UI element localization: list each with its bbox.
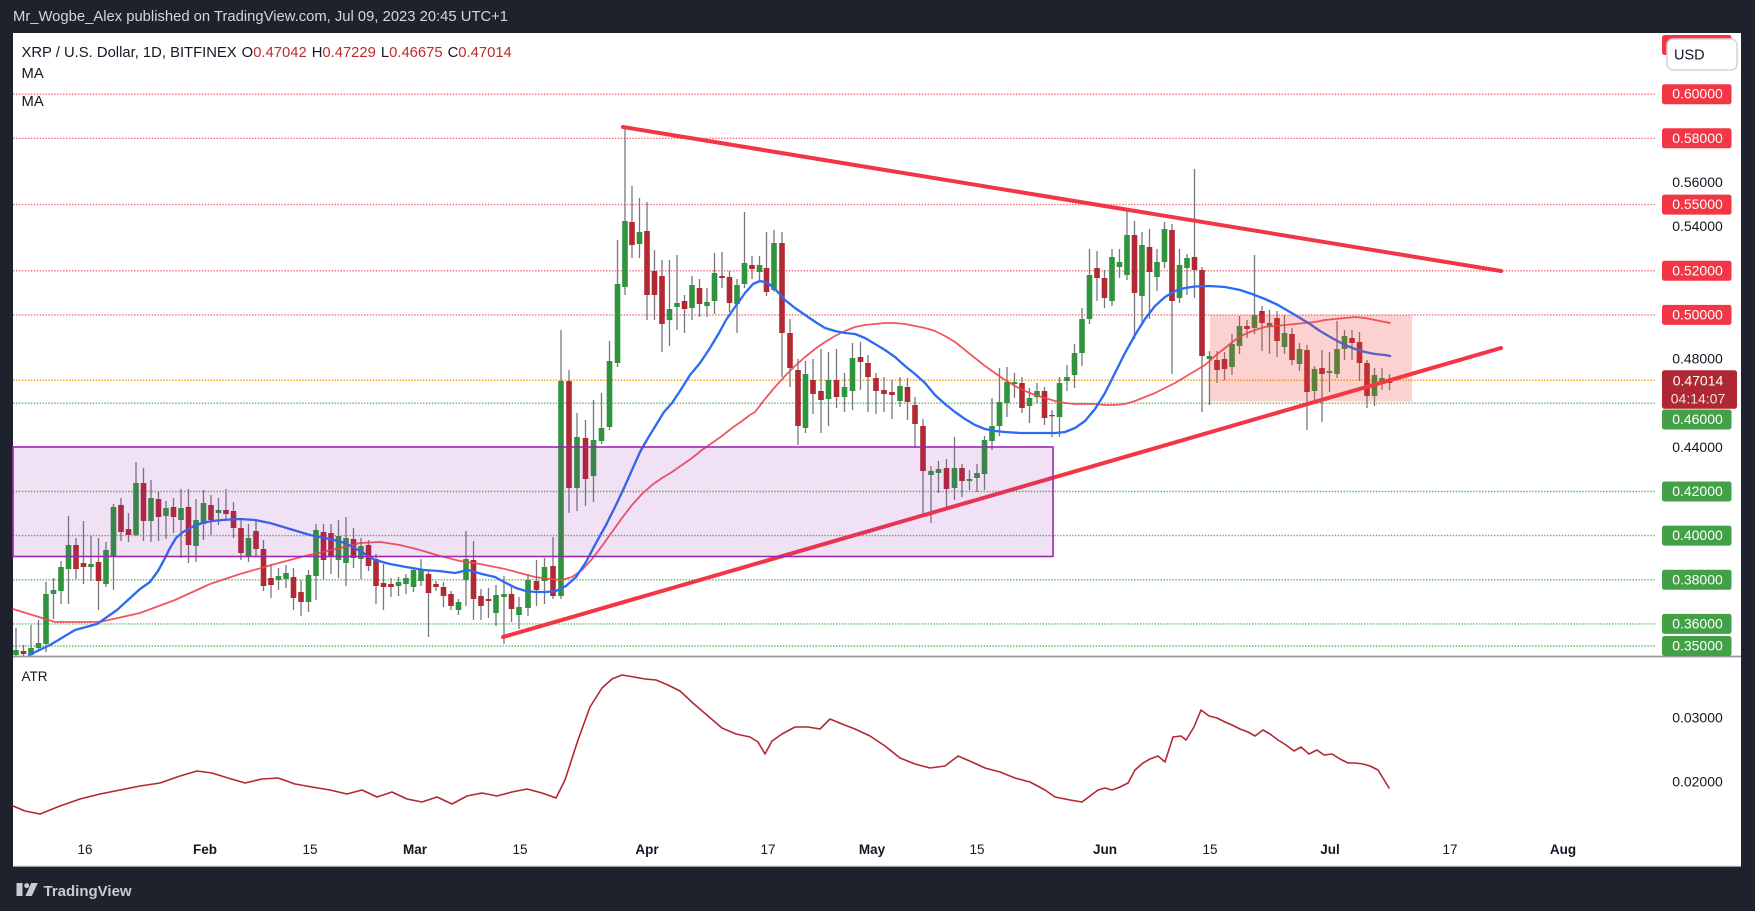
svg-text:Feb: Feb: [193, 842, 217, 857]
svg-text:0.56000: 0.56000: [1672, 174, 1723, 190]
svg-text:Jun: Jun: [1093, 842, 1117, 857]
svg-text:0.03000: 0.03000: [1672, 710, 1723, 726]
svg-text:XRP / U.S. Dollar, 1D, BITFINE: XRP / U.S. Dollar, 1D, BITFINEX O0.47042 H…: [22, 45, 512, 61]
svg-text:0.52000: 0.52000: [1672, 262, 1723, 278]
svg-text:15: 15: [1202, 842, 1217, 857]
svg-text:16: 16: [77, 842, 92, 857]
svg-text:0.60000: 0.60000: [1672, 86, 1723, 102]
svg-text:0.42000: 0.42000: [1672, 483, 1723, 499]
svg-text:0.46000: 0.46000: [1672, 411, 1723, 427]
svg-text:MA: MA: [22, 66, 44, 82]
svg-text:17: 17: [1442, 842, 1457, 857]
svg-text:ATR: ATR: [22, 669, 48, 684]
svg-text:0.55000: 0.55000: [1672, 196, 1723, 212]
svg-text:0.47014: 0.47014: [1673, 373, 1724, 389]
svg-text:15: 15: [512, 842, 527, 857]
svg-text:0.50000: 0.50000: [1672, 306, 1723, 322]
svg-text:May: May: [859, 842, 886, 857]
svg-text:04:14:07: 04:14:07: [1671, 391, 1726, 407]
svg-text:TradingView: TradingView: [44, 883, 132, 900]
svg-text:0.35000: 0.35000: [1672, 638, 1723, 654]
svg-text:0.58000: 0.58000: [1672, 130, 1723, 146]
svg-text:Jul: Jul: [1320, 842, 1340, 857]
svg-text:Mar: Mar: [403, 842, 428, 857]
svg-text:17: 17: [760, 842, 775, 857]
svg-text:USD: USD: [1674, 48, 1705, 64]
svg-text:0.02000: 0.02000: [1672, 774, 1723, 790]
svg-text:0.54000: 0.54000: [1672, 218, 1723, 234]
svg-text:0.38000: 0.38000: [1672, 571, 1723, 587]
svg-text:15: 15: [969, 842, 984, 857]
svg-text:MA: MA: [22, 94, 44, 110]
svg-text:15: 15: [302, 842, 317, 857]
svg-text:0.44000: 0.44000: [1672, 439, 1723, 455]
svg-text:0.48000: 0.48000: [1672, 351, 1723, 367]
svg-text:0.40000: 0.40000: [1672, 527, 1723, 543]
svg-text:Mr_Wogbe_Alex published on Tra: Mr_Wogbe_Alex published on TradingView.c…: [13, 9, 508, 25]
svg-text:Apr: Apr: [635, 842, 659, 857]
svg-text:0.36000: 0.36000: [1672, 615, 1723, 631]
svg-text:Aug: Aug: [1550, 842, 1576, 857]
